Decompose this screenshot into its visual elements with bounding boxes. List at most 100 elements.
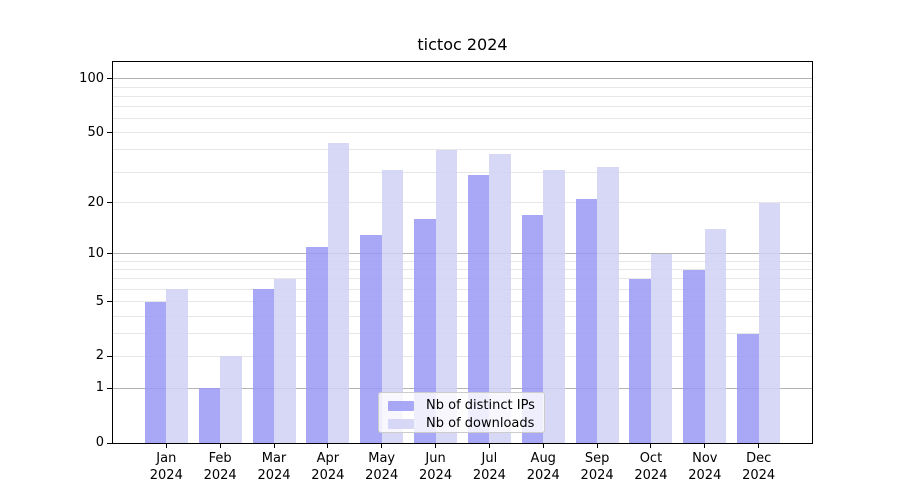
bar-downloads [543, 169, 565, 443]
x-axis-year-label: 2024 [149, 468, 183, 483]
gridline-minor [113, 202, 812, 204]
x-axis-tick-label: Jul 2024 [459, 450, 519, 484]
gridline-minor [113, 106, 812, 108]
bar-downloads [489, 153, 511, 443]
x-axis-year-label: 2024 [419, 468, 453, 483]
x-axis-month-label: Jan [156, 451, 177, 466]
x-axis-tick-label: Aug 2024 [513, 450, 573, 484]
bar-downloads [704, 229, 727, 443]
x-axis-tick-label: Dec 2024 [729, 450, 789, 484]
x-axis-month-label: Aug [530, 451, 556, 466]
x-axis-tick-label: Nov 2024 [675, 450, 735, 484]
x-axis-month-label: Sep [584, 451, 610, 466]
y-axis-tick-label: 1 [95, 380, 104, 396]
chart-title: tictoc 2024 [417, 35, 508, 54]
bar-distinct-ips [144, 301, 167, 443]
bar-distinct-ips [737, 333, 759, 443]
y-axis-tick-mark [107, 301, 112, 303]
bar-downloads [758, 202, 781, 443]
legend-label-distinct-ips: Nb of distinct IPs [426, 398, 535, 413]
bar-distinct-ips [306, 246, 328, 443]
x-axis-tick-mark [435, 444, 437, 448]
gridline-minor [113, 149, 812, 151]
x-axis-tick-mark [165, 444, 167, 448]
gridline-minor [113, 333, 812, 335]
y-axis-tick-mark [107, 442, 112, 444]
y-axis-tick-label: 100 [79, 70, 104, 86]
x-axis-tick-label: Feb 2024 [190, 450, 250, 484]
y-axis-tick-mark [107, 355, 112, 357]
gridline-minor [113, 269, 812, 271]
x-axis-tick-label: Jan 2024 [136, 450, 196, 484]
x-axis-tick-mark [327, 444, 329, 448]
bar-downloads [220, 356, 242, 443]
bar-downloads [435, 149, 458, 443]
legend-label-downloads: Nb of downloads [426, 416, 535, 431]
x-axis-month-label: Dec [746, 451, 772, 466]
x-axis-year-label: 2024 [311, 468, 345, 483]
y-axis-tick-label: 0 [95, 435, 104, 450]
x-axis-tick-mark [704, 444, 706, 448]
gridline-major [113, 78, 812, 80]
x-axis-year-label: 2024 [257, 468, 291, 483]
gridline-minor [113, 288, 812, 290]
x-axis-year-label: 2024 [742, 468, 776, 483]
gridline-minor [113, 132, 812, 134]
x-axis-tick-mark [596, 444, 598, 448]
x-axis-tick-mark [488, 444, 490, 448]
gridline-minor [113, 301, 812, 303]
y-axis-tick-mark [107, 202, 112, 204]
bar-distinct-ips [360, 234, 382, 443]
gridline-minor [113, 355, 812, 357]
bar-distinct-ips [521, 214, 544, 443]
x-axis-month-label: Feb [208, 451, 232, 466]
x-axis-month-label: Oct [639, 451, 663, 466]
x-axis-year-label: 2024 [688, 468, 722, 483]
x-axis-tick-mark [650, 444, 652, 448]
bar-distinct-ips [575, 199, 598, 443]
x-axis-year-label: 2024 [203, 468, 237, 483]
x-axis-tick-label: Jun 2024 [406, 450, 466, 484]
x-axis-year-label: 2024 [580, 468, 614, 483]
bar-downloads [597, 167, 619, 443]
bar-downloads [274, 278, 296, 443]
x-axis-month-label: Apr [316, 451, 340, 466]
gridline-minor [113, 260, 812, 262]
x-axis-tick-mark [758, 444, 760, 448]
x-axis-tick-mark [273, 444, 275, 448]
gridline-minor [113, 95, 812, 97]
bar-distinct-ips [683, 269, 705, 443]
x-axis-tick-mark [542, 444, 544, 448]
bar-distinct-ips [252, 289, 274, 443]
bar-distinct-ips [467, 174, 490, 443]
gridline-minor [113, 278, 812, 280]
x-axis-tick-label: Sep 2024 [567, 450, 627, 484]
x-axis-month-label: Mar [261, 451, 287, 466]
y-axis-tick-label: 10 [87, 245, 104, 261]
bar-distinct-ips [414, 219, 436, 443]
legend-swatch-downloads [388, 418, 414, 429]
x-axis-year-label: 2024 [634, 468, 668, 483]
bar-downloads [166, 289, 188, 443]
bar-distinct-ips [629, 278, 651, 443]
legend-item-distinct-ips: Nb of distinct IPs [379, 397, 544, 414]
y-axis-tick-mark [107, 132, 112, 134]
x-axis-month-label: Jun [425, 451, 446, 466]
gridline-minor [113, 171, 812, 173]
y-axis-tick-label: 20 [87, 194, 104, 210]
x-axis-tick-label: Oct 2024 [621, 450, 681, 484]
x-axis-year-label: 2024 [526, 468, 560, 483]
x-axis-tick-label: Mar 2024 [244, 450, 304, 484]
x-axis-month-label: May [368, 451, 396, 466]
gridline-minor [113, 118, 812, 120]
x-axis-tick-label: Apr 2024 [298, 450, 358, 484]
bar-downloads [327, 142, 350, 443]
gridline-minor [113, 86, 812, 88]
x-axis-tick-mark [381, 444, 383, 448]
plot-area: Nb of distinct IPs Nb of downloads [112, 61, 813, 444]
bar-downloads [381, 169, 404, 443]
y-axis-tick-label: 2 [95, 348, 104, 364]
gridline-major [113, 387, 812, 389]
y-axis-tick-label: 50 [87, 124, 104, 140]
